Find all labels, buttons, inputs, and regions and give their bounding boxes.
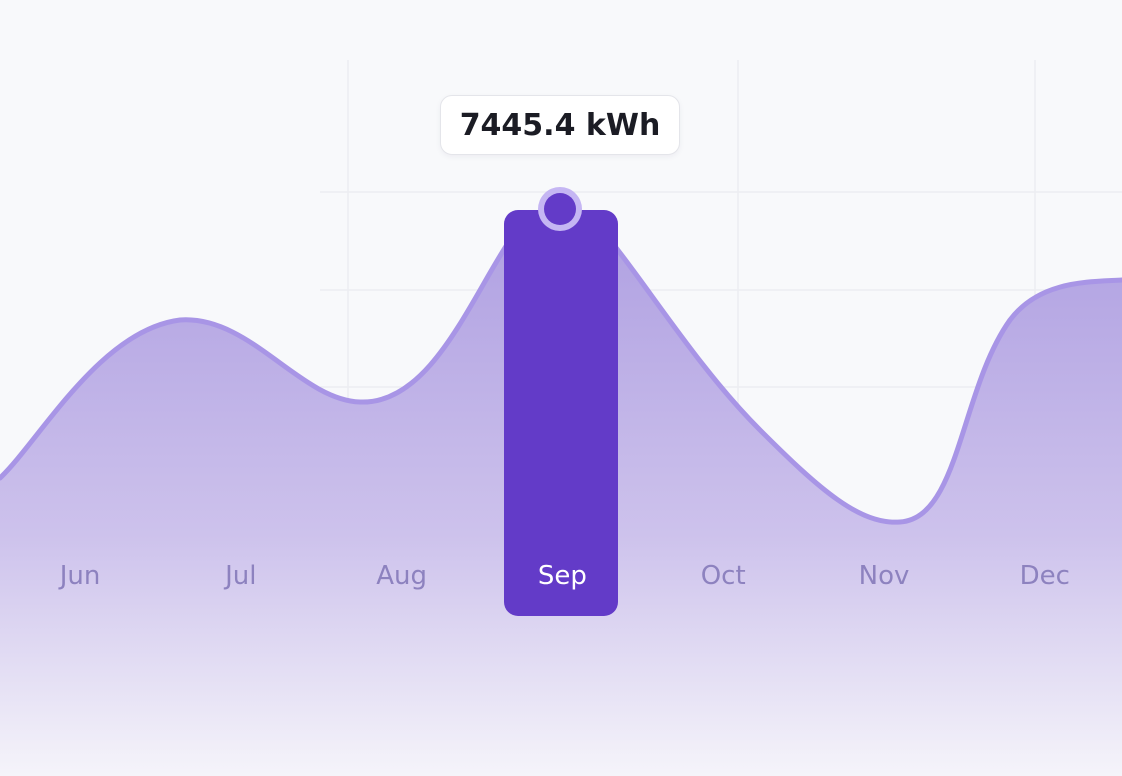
month-label-dec[interactable]: Dec [1020,561,1070,591]
highlight-marker[interactable] [544,193,576,225]
tooltip-value: 7445.4 kWh [459,107,661,143]
month-label-sep[interactable]: Sep [538,561,587,591]
month-label-aug[interactable]: Aug [376,561,427,591]
month-labels: Jun Jul Aug Sep Oct Nov Dec [58,561,1070,591]
month-label-jun[interactable]: Jun [58,561,101,591]
month-label-jul[interactable]: Jul [223,561,256,591]
month-label-oct[interactable]: Oct [701,561,746,591]
highlight-bar[interactable] [504,210,618,616]
month-label-nov[interactable]: Nov [859,561,910,591]
value-tooltip: 7445.4 kWh [440,95,680,155]
area-line [0,237,1122,525]
